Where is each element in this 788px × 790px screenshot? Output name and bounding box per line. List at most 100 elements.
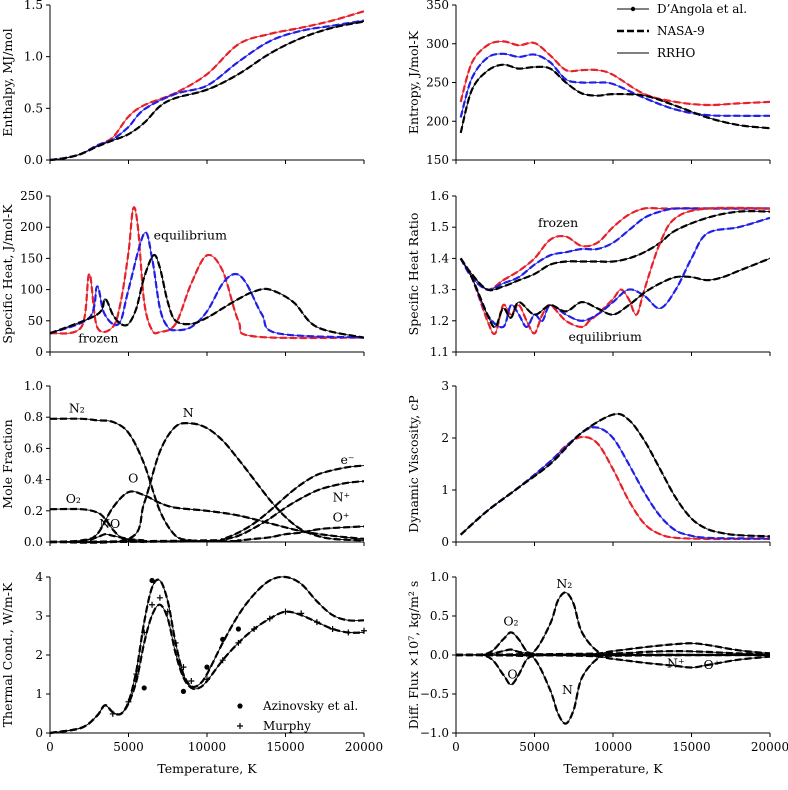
series-line-blue-rrho [460,53,770,118]
y-tick-label: 200 [426,114,449,128]
data-point [298,610,305,617]
annotation-label: N⁺ [667,655,685,670]
y-tick-label: 1.5 [430,220,449,234]
data-point [180,688,187,695]
y-axis-label: Dynamic Viscosity, cP [406,395,421,532]
series-line-O2-rrho [50,508,145,543]
series-line-red-rrho [460,40,770,106]
series-line-blue [50,231,364,339]
annotation-label: O₂ [66,491,81,506]
series-line-blue-rrho [50,232,364,339]
series-line-N [50,421,364,544]
series-line-red-frozen-rrho [460,207,770,291]
y-axis-label: Diff. Flux ×10⁷, kg/m² s [406,581,421,730]
series-line-red [459,435,770,541]
y-tick-label: 1.3 [430,283,449,297]
data-point [125,698,132,705]
y-axis-label: Thermal Cond., W/m-K [0,582,15,727]
y-tick-label: 0.5 [24,101,43,115]
y-tick-label: −1.0 [420,726,449,740]
panel-mole-fraction: 0.0 0.2 0.4 0.6 0.8 1.0 Mole Fraction N₂ O₂ NO O Ne… [0,379,365,549]
annotation-label: O [128,471,138,486]
y-tick-label: 2 [441,431,449,445]
y-tick-label: 0.6 [24,441,43,455]
data-point [149,577,155,584]
annotation-label: O⁺ [703,657,720,672]
data-point [172,639,179,646]
y-tick-label: 0 [35,726,43,740]
x-tick-label: 15000 [672,740,710,754]
series-line-ion-neg [456,653,770,669]
legend-label: D’Angola et al. [657,2,747,16]
data-point [109,710,116,717]
series-line-ion-small-rrho [456,650,770,656]
y-tick-label: 0.5 [430,609,449,623]
data-point [235,626,241,632]
annotation-label: frozen [78,331,118,346]
series-line-N [456,653,770,725]
y-tick-label: 200 [20,220,43,234]
x-tick-label: 10000 [188,740,226,754]
y-tick-label: 1.1 [430,345,449,359]
y-tick-label: 2 [35,648,43,662]
x-tick-label: 20000 [345,740,383,754]
annotation-label: O [507,666,517,681]
series-line-red-rrho [460,436,770,540]
y-axis-label: Entropy, J/mol-K [406,30,421,134]
y-tick-label: 0.0 [430,648,449,662]
series-line-black [50,20,364,162]
annotation-label: N₂ [556,576,572,591]
y-tick-label: 1.4 [430,251,449,265]
data-point [329,626,336,632]
legend-label: Azinovsky et al. [262,699,358,713]
y-tick-label: 3 [441,379,449,393]
data-point [345,629,352,636]
series-group [50,417,364,544]
y-tick-label: 250 [426,76,449,90]
series-line-O-rrho [50,490,364,543]
annotation-label: frozen [538,215,578,230]
y-tick-label: 0.4 [24,473,43,487]
series-line-black-eq-rrho [460,257,770,328]
annotation-label: NO [99,516,120,531]
y-tick-label: 1.2 [430,314,449,328]
annotation-label: N₂ [69,401,85,416]
data-point [149,601,156,608]
panel-enthalpy: 0.0 0.5 1.0 1.5 Enthalpy, MJ/mol [0,0,365,167]
y-axis-label: Enthalpy, MJ/mol [0,28,15,136]
series-line-N2 [50,417,192,542]
legend-label: NASA-9 [657,24,705,38]
y-tick-label: 1.6 [430,189,449,203]
data-point [219,657,226,664]
y-tick-label: 250 [20,189,43,203]
y-tick-label: 150 [20,251,43,265]
series-line-O+-rrho [50,525,364,543]
series-group [50,206,364,340]
y-tick-label: 3 [35,609,43,623]
x-tick-label: 10000 [594,740,632,754]
annotation-label: O₂ [503,613,518,628]
data-point [251,626,258,632]
panel-specific-heat-ratio: 1.1 1.2 1.3 1.4 1.5 1.6 Specific Heat Ratio fro… [406,189,771,359]
x-tick-label: 0 [46,740,54,754]
series-line-black-rrho [50,21,364,161]
y-tick-label: 0 [441,535,449,549]
series-group [456,591,770,725]
data-point [313,619,320,626]
data-point [282,608,289,615]
series-line-red [459,40,770,107]
legend-marker [237,723,243,729]
annotation-label: N [183,405,194,420]
y-tick-label: 1.0 [24,50,43,64]
y-tick-label: 0.0 [24,153,43,167]
x-tick-label: 20000 [751,740,788,754]
y-tick-label: 1.0 [24,379,43,393]
series-group [459,412,770,541]
series-line-blue-eq-rrho [460,217,770,328]
annotation-label: e⁻ [340,452,354,467]
data-point [133,671,140,678]
annotation-label: O⁺ [333,510,350,525]
data-point [141,685,147,691]
y-axis-label: Specific Heat, J/mol-K [0,204,15,344]
